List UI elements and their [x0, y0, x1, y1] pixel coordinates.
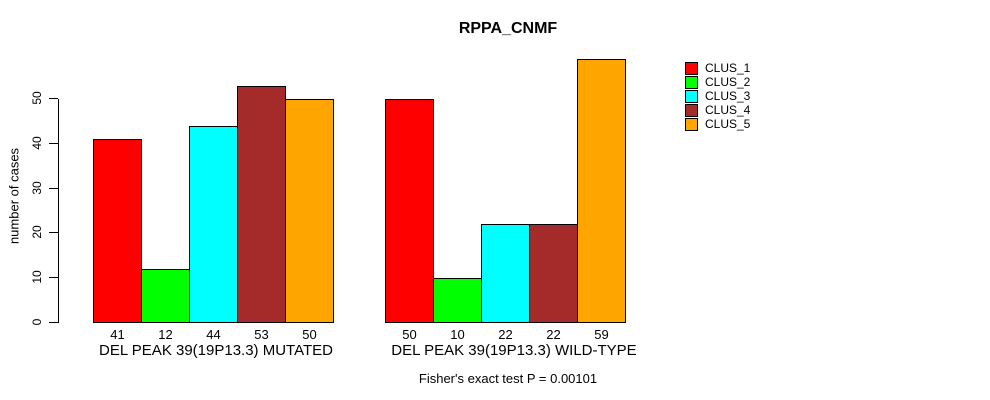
legend-swatch-clus_3 — [685, 89, 698, 103]
bar-clus_2-group1 — [141, 269, 190, 323]
bar-value-clus_4-group2: 22 — [546, 327, 561, 342]
y-tick-label-40: 40 — [30, 136, 44, 150]
legend-item-clus_2: CLUS_2 — [685, 75, 750, 89]
legend-swatch-clus_2 — [685, 75, 698, 89]
bar-clus_3-group2 — [481, 224, 530, 323]
legend-label-clus_1: CLUS_1 — [705, 61, 751, 75]
bar-value-clus_1-group2: 50 — [402, 327, 417, 342]
bar-value-clus_5-group2: 59 — [594, 327, 609, 342]
fisher-test-footnote: Fisher's exact test P = 0.00101 — [418, 371, 598, 386]
bar-value-clus_4-group1: 53 — [254, 327, 269, 342]
legend: CLUS_1 CLUS_2 CLUS_3 CLUS_4 CLUS_5 — [685, 61, 750, 131]
y-tick-label-10: 10 — [30, 270, 44, 284]
bar-value-clus_5-group1: 50 — [302, 327, 317, 342]
y-tick-mark-30 — [49, 188, 58, 189]
bar-value-clus_3-group2: 22 — [498, 327, 513, 342]
bar-clus_5-group1 — [285, 99, 334, 323]
legend-swatch-clus_5 — [685, 117, 698, 131]
legend-item-clus_3: CLUS_3 — [685, 89, 750, 103]
legend-swatch-clus_4 — [685, 103, 698, 117]
y-axis-title: number of cases — [6, 147, 22, 245]
bar-clus_1-group1 — [93, 139, 142, 323]
y-axis-line — [58, 99, 59, 323]
y-tick-label-0: 0 — [30, 318, 44, 326]
y-tick-label-20: 20 — [30, 225, 44, 239]
y-tick-mark-50 — [49, 98, 58, 99]
group-label-wild-type: DEL PEAK 39(19P13.3) WILD-TYPE — [391, 342, 637, 359]
legend-label-clus_5: CLUS_5 — [705, 117, 751, 131]
bar-value-clus_2-group2: 10 — [450, 327, 465, 342]
legend-item-clus_1: CLUS_1 — [685, 61, 750, 75]
bar-value-clus_1-group1: 41 — [110, 327, 125, 342]
legend-item-clus_4: CLUS_4 — [685, 103, 750, 117]
bar-clus_5-group2 — [577, 59, 626, 323]
y-tick-mark-0 — [49, 322, 58, 323]
bar-clus_3-group1 — [189, 126, 238, 323]
bar-clus_2-group2 — [433, 278, 482, 323]
legend-label-clus_3: CLUS_3 — [705, 89, 751, 103]
chart-title: RPPA_CNMF — [458, 20, 558, 37]
y-tick-label-50: 50 — [30, 91, 44, 105]
y-tick-mark-20 — [49, 232, 58, 233]
y-tick-mark-10 — [49, 277, 58, 278]
legend-swatch-clus_1 — [685, 61, 698, 75]
legend-item-clus_5: CLUS_5 — [685, 117, 750, 131]
group-label-mutated: DEL PEAK 39(19P13.3) MUTATED — [99, 342, 333, 359]
legend-label-clus_4: CLUS_4 — [705, 103, 751, 117]
bar-clus_4-group1 — [237, 86, 286, 323]
bar-value-clus_2-group1: 12 — [158, 327, 173, 342]
bar-clus_4-group2 — [529, 224, 578, 323]
legend-label-clus_2: CLUS_2 — [705, 75, 751, 89]
y-tick-label-30: 30 — [30, 181, 44, 195]
bar-value-clus_3-group1: 44 — [206, 327, 221, 342]
bar-clus_1-group2 — [385, 99, 434, 323]
y-tick-mark-40 — [49, 143, 58, 144]
